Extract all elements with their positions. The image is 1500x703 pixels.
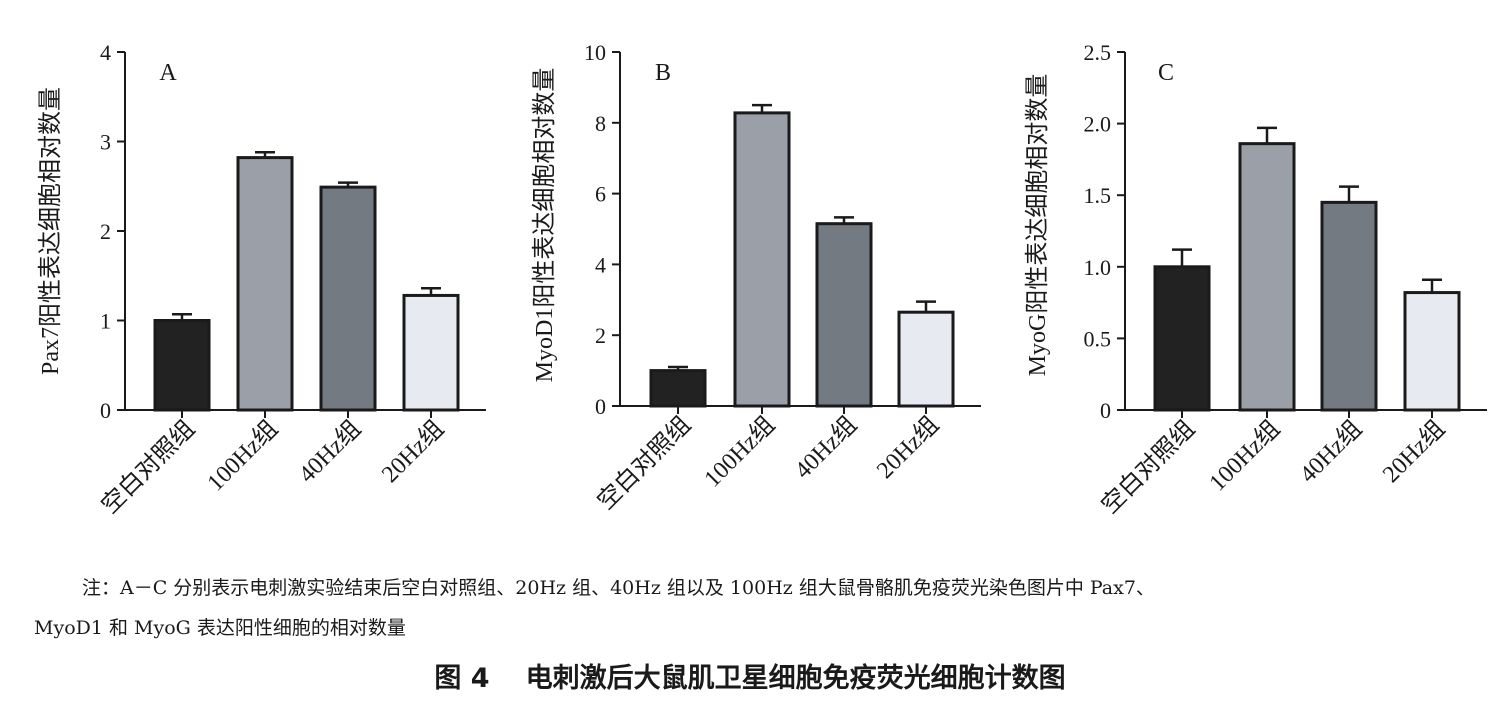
y-tick-label: 10 <box>584 40 606 65</box>
x-tick-label: 40Hz组 <box>293 415 366 488</box>
bar <box>1153 265 1211 412</box>
panel-label: A <box>159 60 177 86</box>
x-tick-label: 40Hz组 <box>1294 415 1367 488</box>
y-tick-label: 1.5 <box>1084 183 1112 208</box>
x-tick-label: 空白对照组 <box>1096 415 1200 519</box>
y-tick-label: 2.5 <box>1084 40 1112 65</box>
y-tick-label: 2.0 <box>1084 112 1112 137</box>
figure-note: 注：A－C 分别表示电刺激实验结束后空白对照组、20Hz 组、40Hz 组以及 … <box>34 568 1474 648</box>
y-tick-label: 6 <box>595 182 606 207</box>
bar <box>402 293 460 412</box>
y-tick-label: 0.5 <box>1084 326 1112 351</box>
y-tick-label: 8 <box>595 111 606 136</box>
y-axis-label: MyoG阳性表达细胞相对数量 <box>1024 74 1051 377</box>
x-tick-label: 空白对照组 <box>592 411 696 515</box>
bar <box>733 111 791 408</box>
y-tick-label: 2 <box>100 219 111 244</box>
y-tick-label: 4 <box>100 40 111 65</box>
figure-caption: 图 4 电刺激后大鼠肌卫星细胞免疫荧光细胞计数图 <box>0 656 1500 695</box>
chart-panel-c: 0 0.5 1.0 1.5 2.0 2.5 MyoG阳性表达细胞相对数量 C 空白对照组 100H… <box>1024 40 1487 519</box>
bar <box>319 185 377 412</box>
chart-panel-a: 0 1 2 3 4 Pax7阳性表达细胞相对数量 A 空白对照组 100Hz组 40Hz组 20Hz… <box>37 40 486 519</box>
panel-label: B <box>655 60 671 86</box>
y-axis-label: Pax7阳性表达细胞相对数量 <box>37 87 64 375</box>
x-tick-label: 20Hz组 <box>871 411 944 484</box>
y-tick-label: 2 <box>595 323 606 348</box>
caption-number: 图 4 <box>434 663 490 694</box>
bar <box>1403 291 1461 412</box>
y-tick-label: 1 <box>100 309 111 334</box>
x-tick-label: 100Hz组 <box>1204 415 1285 496</box>
x-tick-label: 空白对照组 <box>96 415 200 519</box>
x-tick-label: 20Hz组 <box>1377 415 1450 488</box>
bar <box>897 310 955 408</box>
y-axis-label: MyoD1阳性表达细胞相对数量 <box>531 68 558 383</box>
caption-title: 电刺激后大鼠肌卫星细胞免疫荧光细胞计数图 <box>525 663 1066 694</box>
note-line-2: MyoD1 和 MyoG 表达阳性细胞的相对数量 <box>34 617 406 639</box>
bar <box>1320 200 1378 412</box>
y-tick-label: 4 <box>595 252 606 277</box>
y-tick-label: 1.0 <box>1084 255 1112 280</box>
bar <box>815 222 873 408</box>
bar <box>153 319 211 412</box>
x-tick-label: 100Hz组 <box>699 411 780 492</box>
bar <box>649 369 707 408</box>
y-tick-label: 0 <box>1100 398 1111 423</box>
note-line-1: 注：A－C 分别表示电刺激实验结束后空白对照组、20Hz 组、40Hz 组以及 … <box>82 577 1155 599</box>
x-tick-label: 40Hz组 <box>789 411 862 484</box>
y-tick-label: 3 <box>100 130 111 155</box>
bar <box>236 156 294 412</box>
bar <box>1238 142 1296 412</box>
x-tick-label: 20Hz组 <box>376 415 449 488</box>
y-tick-label: 0 <box>595 394 606 419</box>
panel-label: C <box>1158 60 1174 86</box>
y-tick-label: 0 <box>100 398 111 423</box>
chart-panel-b: 0 2 4 6 8 10 MyoD1阳性表达细胞相对数量 B 空白对照组 100Hz组 40Hz组 2… <box>531 40 981 515</box>
x-tick-label: 100Hz组 <box>202 415 283 496</box>
